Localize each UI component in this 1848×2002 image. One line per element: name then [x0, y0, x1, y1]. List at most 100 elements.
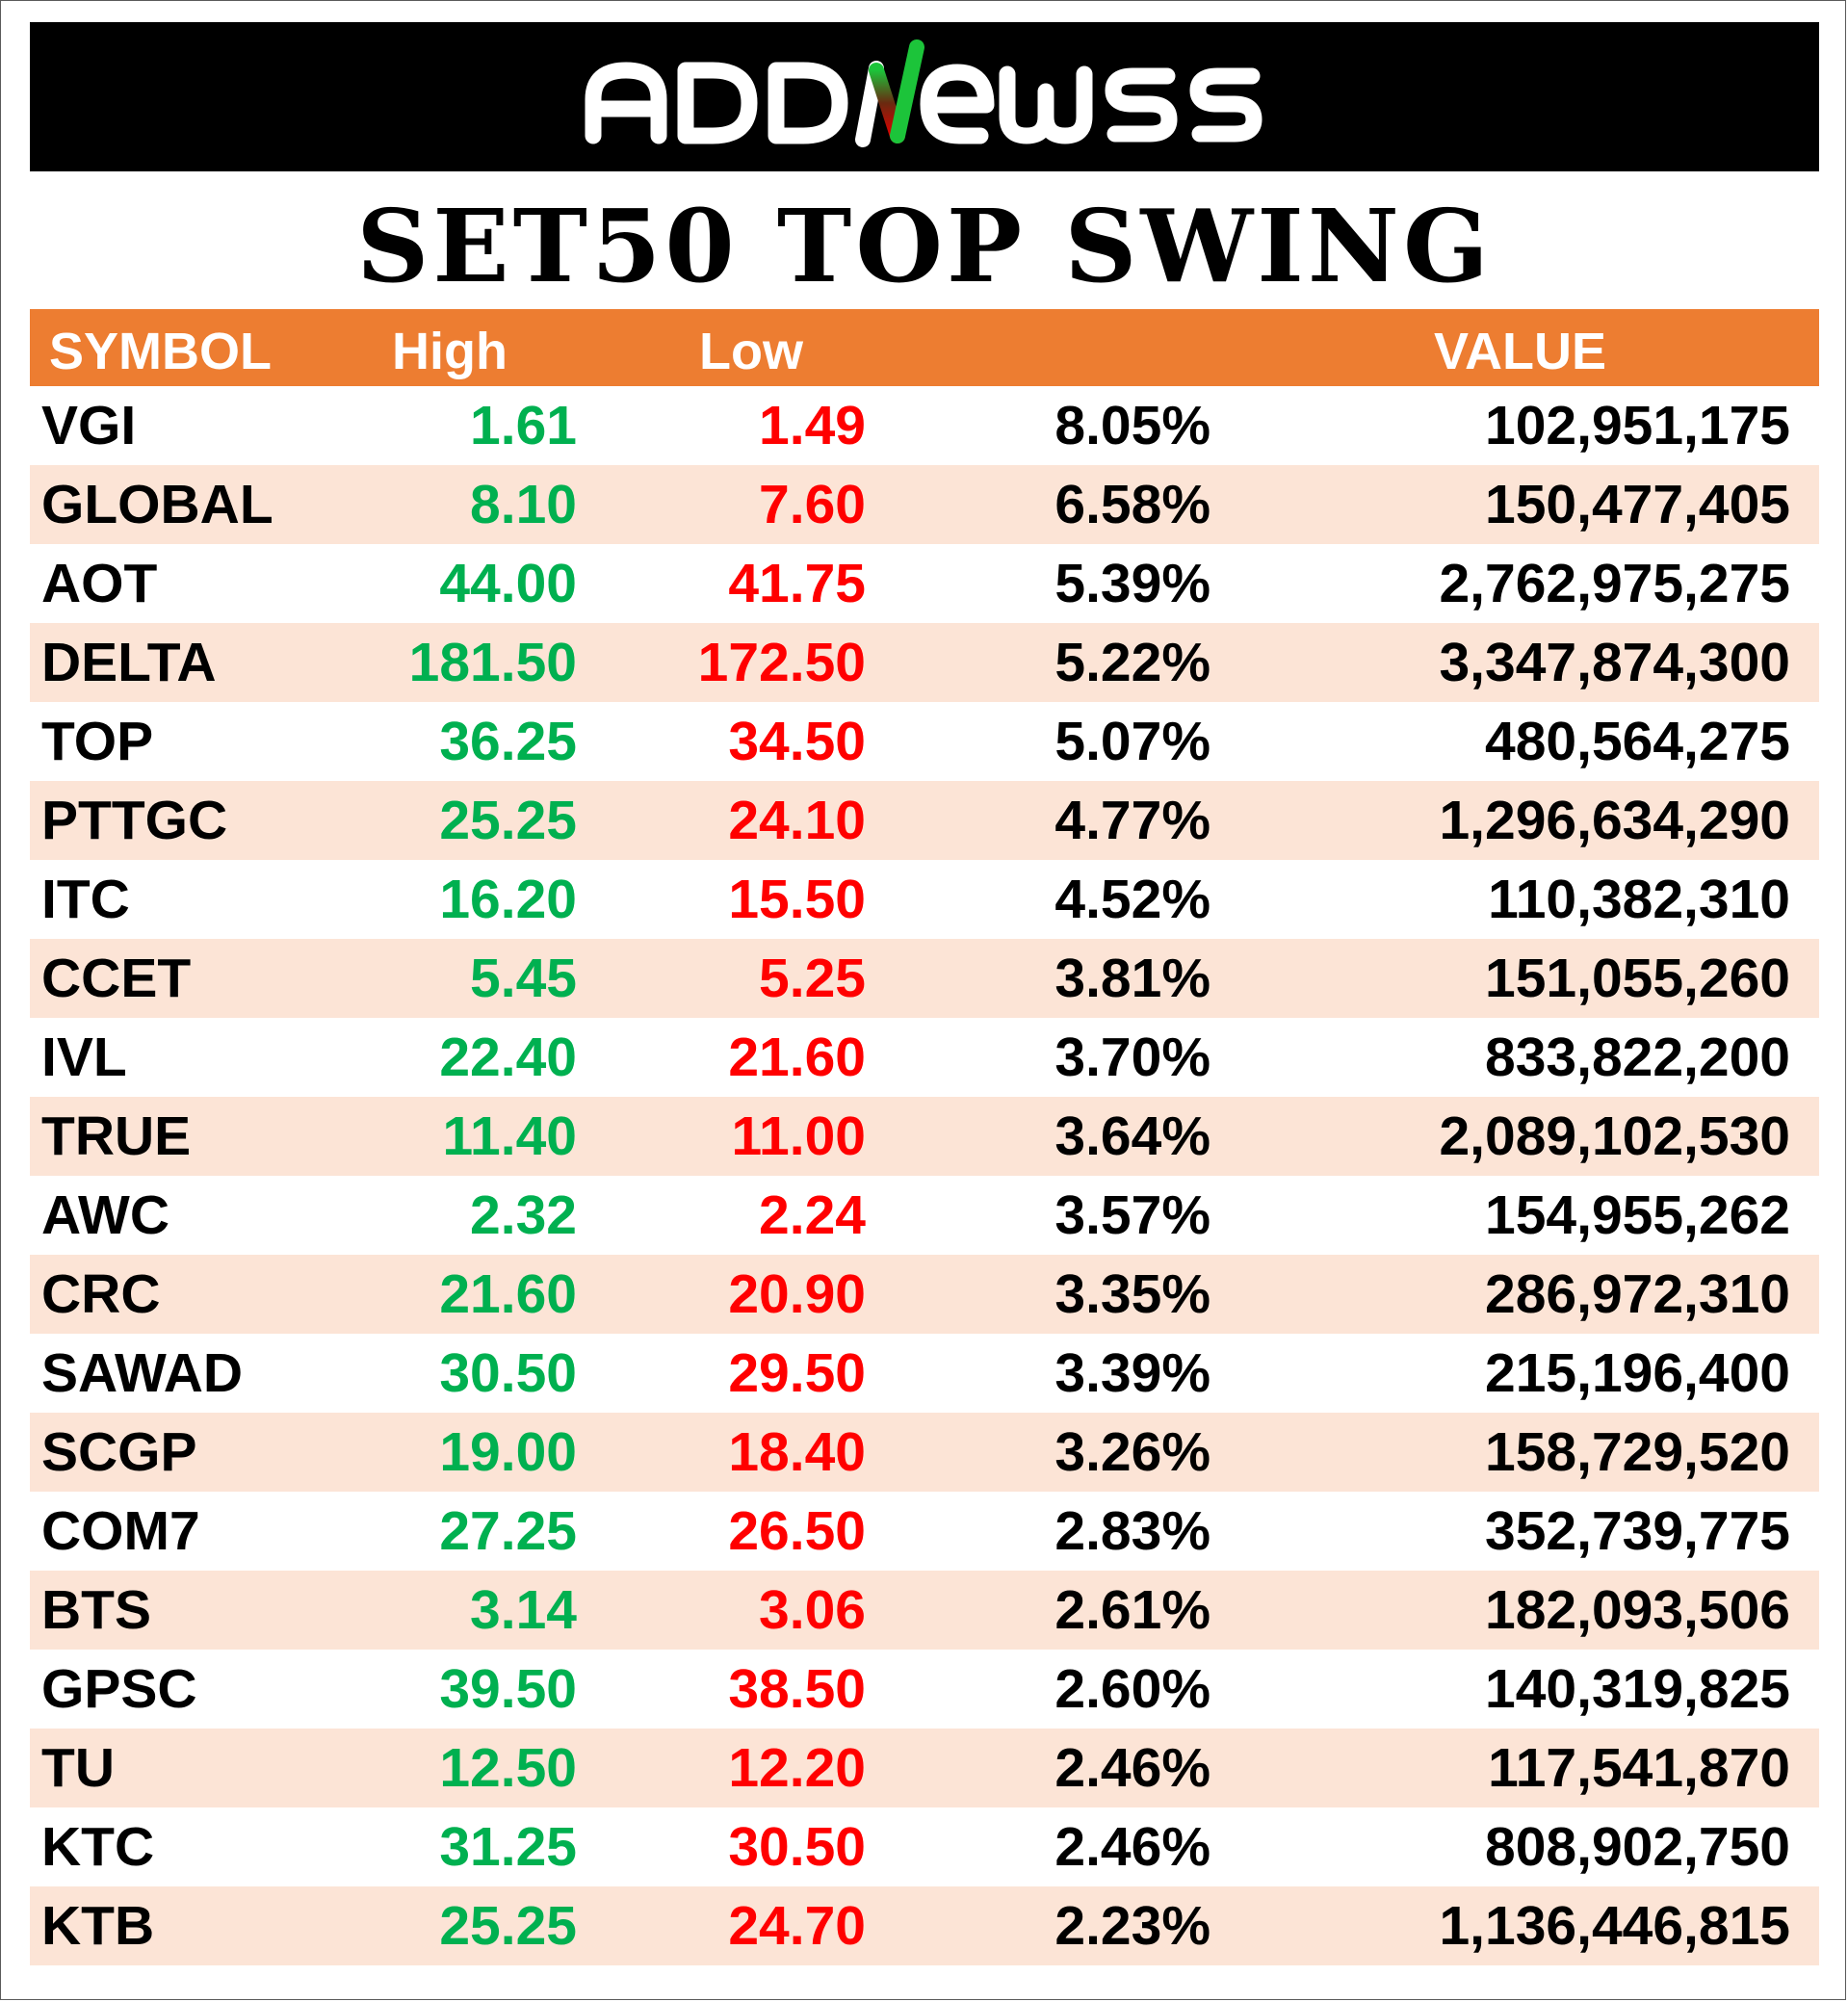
cell-low: 1.49	[759, 395, 866, 456]
cell-symbol: SCGP	[41, 1421, 197, 1483]
table-row: SAWAD 30.50 29.50 3.39% 215,196,400	[30, 1334, 1819, 1413]
cell-value: 2,762,975,275	[1439, 553, 1790, 614]
cell-low: 5.25	[759, 948, 866, 1009]
cell-value: 151,055,260	[1485, 948, 1790, 1009]
table-row: AWC 2.32 2.24 3.57% 154,955,262	[30, 1176, 1819, 1255]
cell-low: 7.60	[759, 474, 866, 535]
cell-percent: 2.60%	[1054, 1658, 1210, 1720]
cell-value: 154,955,262	[1485, 1184, 1790, 1246]
header-high: High	[392, 323, 508, 380]
cell-high: 39.50	[439, 1658, 577, 1720]
cell-high: 3.14	[470, 1579, 577, 1641]
cell-low: 41.75	[728, 553, 866, 614]
cell-high: 27.25	[439, 1500, 577, 1562]
cell-high: 21.60	[439, 1263, 577, 1325]
table-row: KTC 31.25 30.50 2.46% 808,902,750	[30, 1807, 1819, 1886]
swing-table: SYMBOL High Low VALUE VGI 1.61 1.49 8.05% 10…	[30, 309, 1819, 1965]
cell-percent: 3.81%	[1054, 948, 1210, 1009]
cell-symbol: SAWAD	[41, 1342, 244, 1404]
cell-symbol: AWC	[41, 1184, 169, 1246]
table-row: TRUE 11.40 11.00 3.64% 2,089,102,530	[30, 1097, 1819, 1176]
cell-percent: 2.83%	[1054, 1500, 1210, 1562]
cell-percent: 4.52%	[1054, 869, 1210, 930]
table-row: KTB 25.25 24.70 2.23% 1,136,446,815	[30, 1886, 1819, 1965]
cell-percent: 8.05%	[1054, 395, 1210, 456]
header-symbol: SYMBOL	[49, 323, 273, 380]
cell-value: 3,347,874,300	[1439, 632, 1790, 693]
cell-low: 12.20	[728, 1737, 866, 1799]
cell-low: 18.40	[728, 1421, 866, 1483]
table-row: AOT 44.00 41.75 5.39% 2,762,975,275	[30, 544, 1819, 623]
table-row: ITC 16.20 15.50 4.52% 110,382,310	[30, 860, 1819, 939]
cell-low: 2.24	[759, 1184, 866, 1246]
cell-low: 24.10	[728, 790, 866, 851]
cell-percent: 3.70%	[1054, 1027, 1210, 1088]
cell-symbol: KTB	[41, 1895, 155, 1957]
table-row: GLOBAL 8.10 7.60 6.58% 150,477,405	[30, 465, 1819, 544]
cell-high: 30.50	[439, 1342, 577, 1404]
cell-high: 11.40	[442, 1105, 578, 1167]
cell-percent: 2.23%	[1054, 1895, 1210, 1957]
cell-high: 16.20	[439, 869, 577, 930]
table-row: COM7 27.25 26.50 2.83% 352,739,775	[30, 1492, 1819, 1571]
cell-symbol: TU	[41, 1737, 115, 1799]
cell-symbol: CCET	[41, 948, 192, 1009]
cell-percent: 3.35%	[1054, 1263, 1210, 1325]
cell-symbol: TRUE	[41, 1105, 192, 1167]
cell-symbol: CRC	[41, 1263, 161, 1325]
cell-symbol: PTTGC	[41, 790, 228, 851]
cell-value: 182,093,506	[1485, 1579, 1790, 1641]
cell-low: 21.60	[728, 1027, 866, 1088]
cell-value: 352,739,775	[1485, 1500, 1790, 1562]
cell-percent: 5.22%	[1054, 632, 1210, 693]
cell-value: 1,296,634,290	[1439, 790, 1790, 851]
cell-value: 1,136,446,815	[1439, 1895, 1790, 1957]
cell-high: 36.25	[439, 711, 577, 772]
cell-high: 12.50	[439, 1737, 577, 1799]
cell-percent: 3.57%	[1054, 1184, 1210, 1246]
table-row: TOP 36.25 34.50 5.07% 480,564,275	[30, 702, 1819, 781]
table-row: PTTGC 25.25 24.10 4.77% 1,296,634,290	[30, 781, 1819, 860]
cell-percent: 6.58%	[1054, 474, 1210, 535]
cell-value: 2,089,102,530	[1439, 1105, 1790, 1167]
table-row: VGI 1.61 1.49 8.05% 102,951,175	[30, 386, 1819, 465]
cell-percent: 5.39%	[1054, 553, 1210, 614]
cell-value: 215,196,400	[1485, 1342, 1790, 1404]
cell-high: 1.61	[470, 395, 577, 456]
cell-symbol: IVL	[41, 1027, 127, 1088]
table-header: SYMBOL High Low VALUE	[30, 309, 1819, 386]
table-row: IVL 22.40 21.60 3.70% 833,822,200	[30, 1018, 1819, 1097]
cell-low: 30.50	[728, 1816, 866, 1878]
cell-high: 31.25	[439, 1816, 577, 1878]
table-row: TU 12.50 12.20 2.46% 117,541,870	[30, 1729, 1819, 1807]
cell-high: 19.00	[439, 1421, 577, 1483]
table-row: BTS 3.14 3.06 2.61% 182,093,506	[30, 1571, 1819, 1650]
header-value: VALUE	[1434, 323, 1607, 380]
table-row: DELTA 181.50 172.50 5.22% 3,347,874,300	[30, 623, 1819, 702]
cell-high: 2.32	[470, 1184, 577, 1246]
cell-low: 3.06	[759, 1579, 866, 1641]
cell-symbol: BTS	[41, 1579, 151, 1641]
cell-percent: 4.77%	[1054, 790, 1210, 851]
cell-percent: 2.61%	[1054, 1579, 1210, 1641]
cell-high: 44.00	[439, 553, 577, 614]
cell-percent: 2.46%	[1054, 1737, 1210, 1799]
cell-symbol: TOP	[41, 711, 154, 772]
cell-high: 25.25	[439, 1895, 577, 1957]
cell-value: 150,477,405	[1485, 474, 1790, 535]
cell-low: 172.50	[697, 632, 866, 693]
cell-value: 808,902,750	[1485, 1816, 1790, 1878]
addnewss-logo	[585, 39, 1262, 147]
cell-symbol: GPSC	[41, 1658, 197, 1720]
cell-value: 480,564,275	[1485, 711, 1790, 772]
cell-low: 26.50	[728, 1500, 866, 1562]
cell-value: 286,972,310	[1485, 1263, 1790, 1325]
header-low: Low	[699, 323, 803, 380]
cell-high: 25.25	[439, 790, 577, 851]
cell-value: 158,729,520	[1485, 1421, 1790, 1483]
cell-high: 8.10	[470, 474, 577, 535]
cell-value: 102,951,175	[1485, 395, 1790, 456]
cell-symbol: ITC	[41, 869, 130, 930]
cell-symbol: VGI	[41, 395, 137, 456]
